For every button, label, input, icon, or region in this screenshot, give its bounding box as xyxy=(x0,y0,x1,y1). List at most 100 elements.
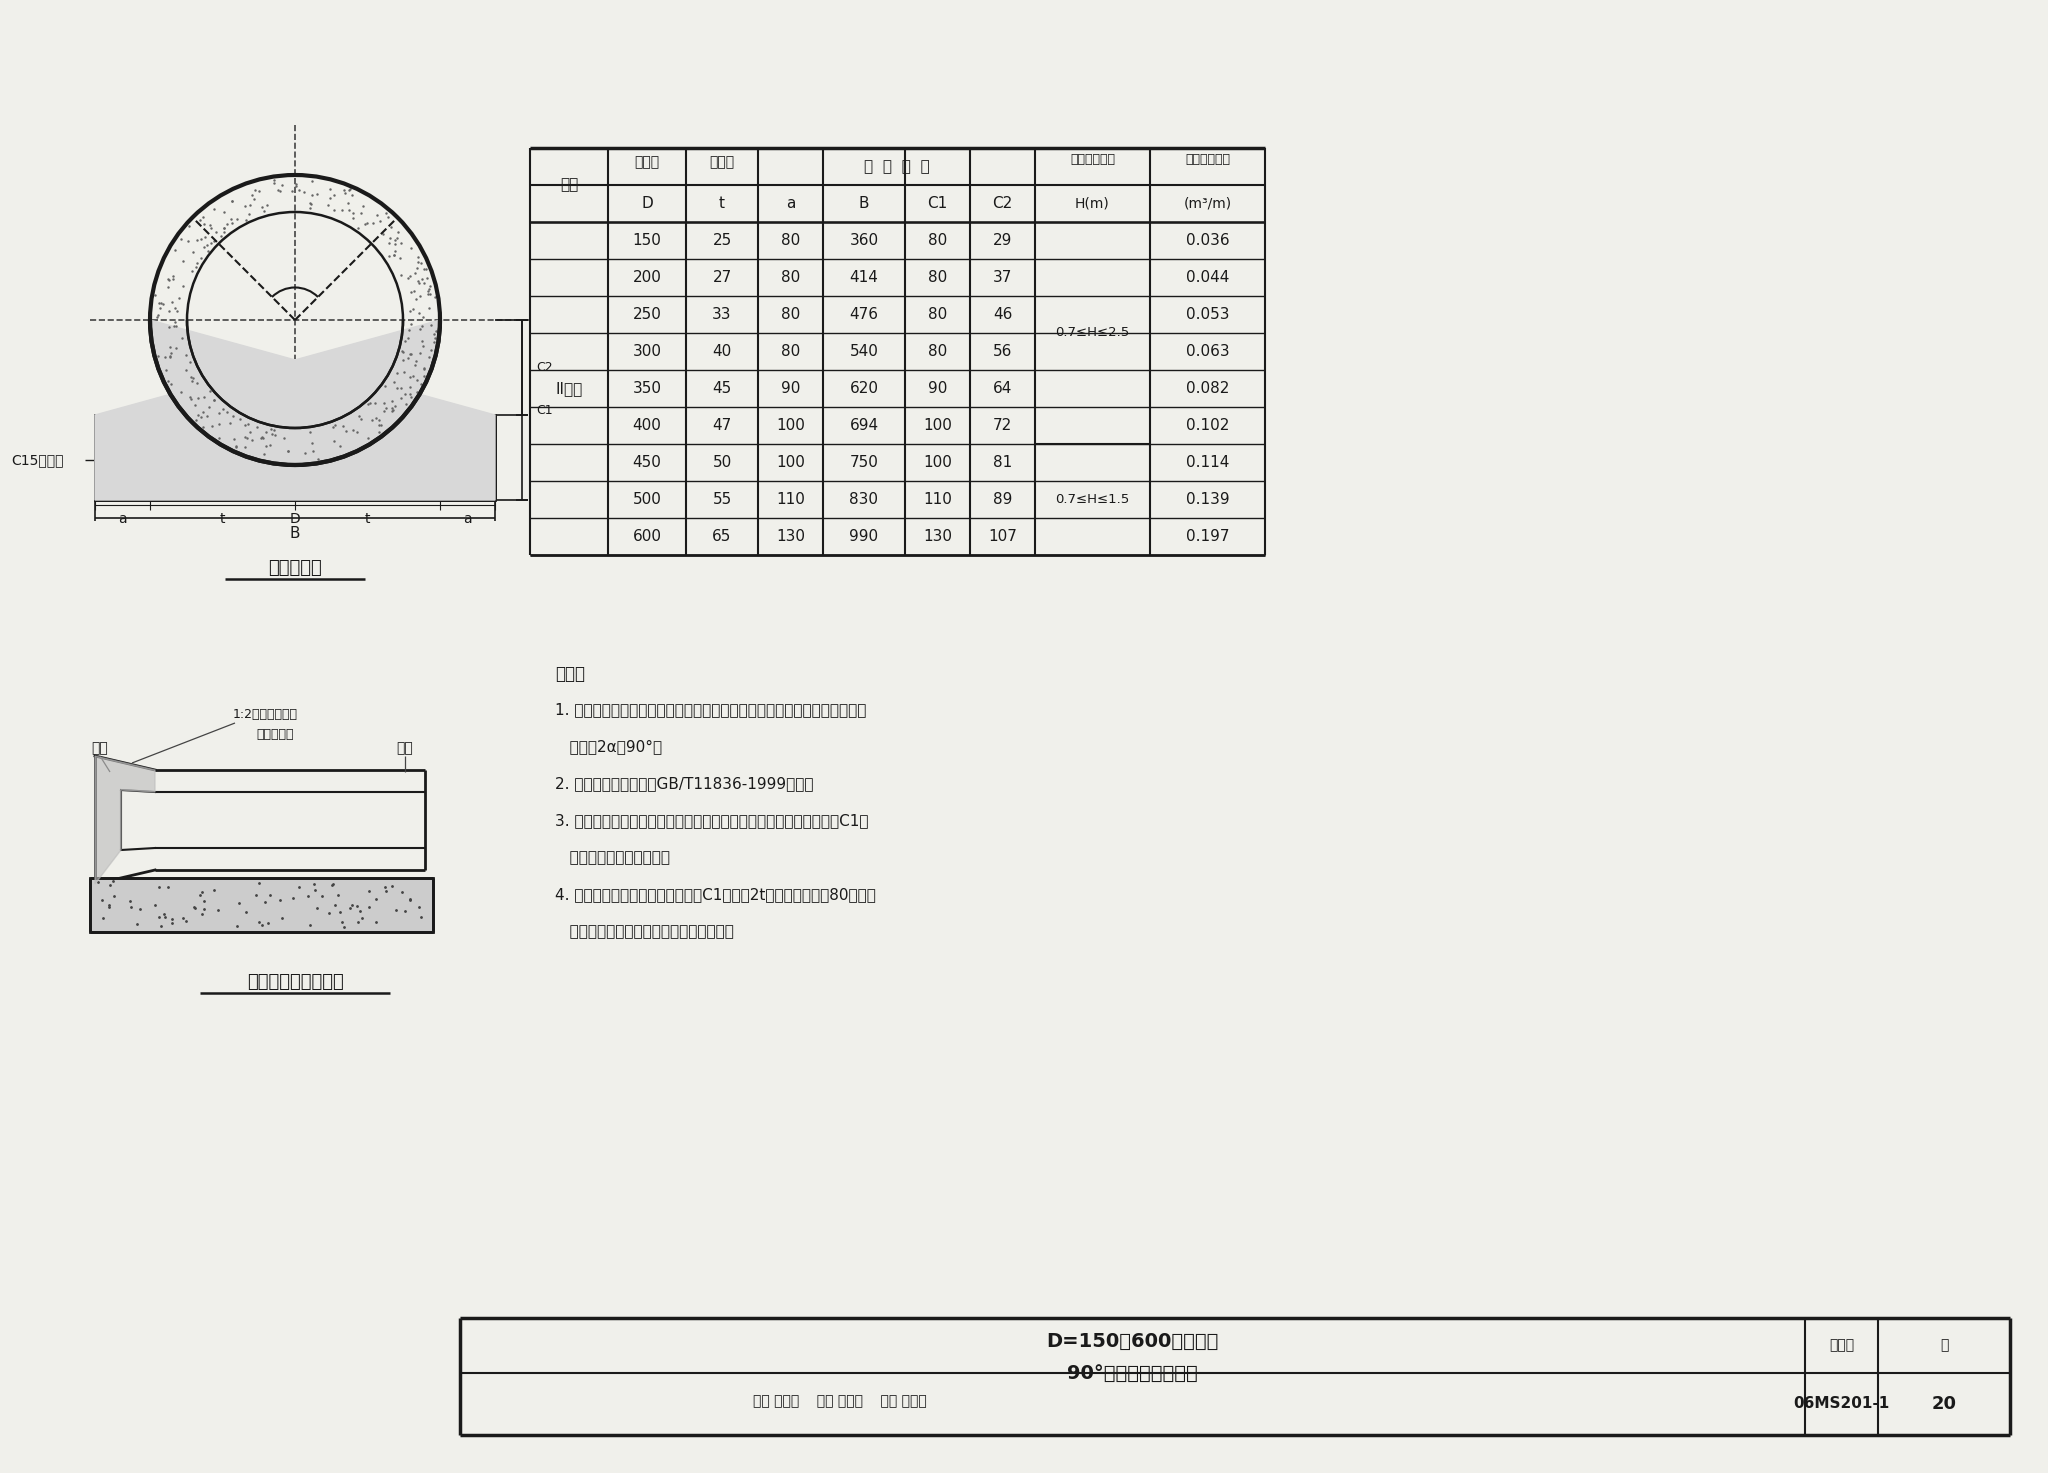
Text: B: B xyxy=(858,196,868,211)
Text: C1: C1 xyxy=(928,196,948,211)
Text: 计算覆土高度: 计算覆土高度 xyxy=(1069,153,1114,165)
Text: 基础混凝土量: 基础混凝土量 xyxy=(1186,153,1231,165)
Text: 81: 81 xyxy=(993,455,1012,470)
Bar xyxy=(94,415,496,499)
Text: H(m): H(m) xyxy=(1075,196,1110,211)
Text: 90°: 90° xyxy=(244,355,270,370)
Text: D: D xyxy=(641,196,653,211)
Polygon shape xyxy=(94,320,496,499)
Text: C15混凝土: C15混凝土 xyxy=(10,454,63,467)
Text: 110: 110 xyxy=(924,492,952,507)
Text: 414: 414 xyxy=(850,270,879,284)
Text: 0.102: 0.102 xyxy=(1186,418,1229,433)
Text: 56: 56 xyxy=(993,345,1012,359)
Text: 300: 300 xyxy=(633,345,662,359)
Text: 80: 80 xyxy=(780,345,801,359)
Text: 100: 100 xyxy=(924,455,952,470)
Text: 90: 90 xyxy=(928,382,946,396)
Text: 130: 130 xyxy=(924,529,952,544)
Text: 管级: 管级 xyxy=(559,178,578,193)
Text: 0.082: 0.082 xyxy=(1186,382,1229,396)
Text: 45: 45 xyxy=(713,382,731,396)
Text: 80: 80 xyxy=(928,233,946,247)
Text: C1: C1 xyxy=(537,404,553,417)
Text: 支承角2α＝90°。: 支承角2α＝90°。 xyxy=(555,739,662,754)
Text: 25: 25 xyxy=(713,233,731,247)
Text: 100: 100 xyxy=(776,418,805,433)
Text: (m³/m): (m³/m) xyxy=(1184,196,1231,211)
Text: 360: 360 xyxy=(850,233,879,247)
Text: 72: 72 xyxy=(993,418,1012,433)
Text: 55: 55 xyxy=(713,492,731,507)
Text: 承插口管接口示意图: 承插口管接口示意图 xyxy=(246,974,344,991)
Text: 0.063: 0.063 xyxy=(1186,345,1229,359)
Text: 插口: 插口 xyxy=(397,741,414,756)
Text: 80: 80 xyxy=(928,345,946,359)
Text: 承口: 承口 xyxy=(92,741,109,756)
Text: 90°混凝土基础及接口: 90°混凝土基础及接口 xyxy=(1067,1364,1198,1383)
Text: 80: 80 xyxy=(780,270,801,284)
Text: 如抹三角灰: 如抹三角灰 xyxy=(256,729,293,741)
Text: 80: 80 xyxy=(928,306,946,323)
Text: 750: 750 xyxy=(850,455,879,470)
Polygon shape xyxy=(94,756,156,884)
Text: C2: C2 xyxy=(537,361,553,374)
Text: 65: 65 xyxy=(713,529,731,544)
Text: 990: 990 xyxy=(850,529,879,544)
Text: 40: 40 xyxy=(713,345,731,359)
Text: 1. 本图基础做法适用于人行道或绿地下无地下水的雨水管道，设计计算基础: 1. 本图基础做法适用于人行道或绿地下无地下水的雨水管道，设计计算基础 xyxy=(555,703,866,717)
Text: 450: 450 xyxy=(633,455,662,470)
Text: 620: 620 xyxy=(850,382,879,396)
Text: 830: 830 xyxy=(850,492,879,507)
Text: 400: 400 xyxy=(633,418,662,433)
Text: D: D xyxy=(289,513,301,526)
Text: 管内径: 管内径 xyxy=(635,155,659,169)
Bar xyxy=(90,878,432,932)
Text: 540: 540 xyxy=(850,345,879,359)
Text: 0.053: 0.053 xyxy=(1186,306,1229,323)
Text: 0.7≤H≤2.5: 0.7≤H≤2.5 xyxy=(1055,327,1130,339)
Text: 694: 694 xyxy=(850,418,879,433)
Text: 80: 80 xyxy=(780,306,801,323)
Text: t: t xyxy=(219,513,225,526)
Text: 80: 80 xyxy=(928,270,946,284)
Text: 29: 29 xyxy=(993,233,1012,247)
Text: 0.036: 0.036 xyxy=(1186,233,1229,247)
Text: 说明：: 说明： xyxy=(555,664,586,683)
Text: 0.114: 0.114 xyxy=(1186,455,1229,470)
Text: a: a xyxy=(463,513,471,526)
Text: C2: C2 xyxy=(993,196,1012,211)
Text: t: t xyxy=(719,196,725,211)
Text: 27: 27 xyxy=(713,270,731,284)
Text: 110: 110 xyxy=(776,492,805,507)
Text: 管基尺寸及基础混凝土量应做相应修正。: 管基尺寸及基础混凝土量应做相应修正。 xyxy=(555,924,733,938)
Text: 46: 46 xyxy=(993,306,1012,323)
Text: 06MS201-1: 06MS201-1 xyxy=(1794,1396,1890,1411)
Text: 2. 图中管材规格应符合GB/T11836-1999标准。: 2. 图中管材规格应符合GB/T11836-1999标准。 xyxy=(555,776,813,791)
Text: 80: 80 xyxy=(780,233,801,247)
Text: 250: 250 xyxy=(633,306,662,323)
Text: 500: 500 xyxy=(633,492,662,507)
Text: 90: 90 xyxy=(780,382,801,396)
Text: 审核 王懦山    校对 盛奕节    设计 温丽晖: 审核 王懦山 校对 盛奕节 设计 温丽晖 xyxy=(754,1393,928,1408)
Text: 200: 200 xyxy=(633,270,662,284)
Text: 89: 89 xyxy=(993,492,1012,507)
Text: 管壁厚: 管壁厚 xyxy=(709,155,735,169)
Text: 1:2水泥砂浆捻缝: 1:2水泥砂浆捻缝 xyxy=(233,709,297,722)
Text: 50: 50 xyxy=(713,455,731,470)
Text: t: t xyxy=(365,513,371,526)
Text: 3. 承插口接口部分混凝土基础与管身混凝土基础连续浇筑，承口底部C1值: 3. 承插口接口部分混凝土基础与管身混凝土基础连续浇筑，承口底部C1值 xyxy=(555,813,868,828)
Text: II管级: II管级 xyxy=(555,382,582,396)
Text: 管  基  尺  寸: 管 基 尺 寸 xyxy=(864,159,930,174)
Text: 0.139: 0.139 xyxy=(1186,492,1229,507)
Text: 350: 350 xyxy=(633,382,662,396)
Text: 33: 33 xyxy=(713,306,731,323)
Text: 不得小于表中所给数值。: 不得小于表中所给数值。 xyxy=(555,850,670,865)
Text: 150: 150 xyxy=(633,233,662,247)
Text: 100: 100 xyxy=(776,455,805,470)
Text: D=150～600混凝土管: D=150～600混凝土管 xyxy=(1047,1332,1219,1351)
Text: a: a xyxy=(786,196,795,211)
Text: 476: 476 xyxy=(850,306,879,323)
Text: 0.044: 0.044 xyxy=(1186,270,1229,284)
Text: 64: 64 xyxy=(993,382,1012,396)
